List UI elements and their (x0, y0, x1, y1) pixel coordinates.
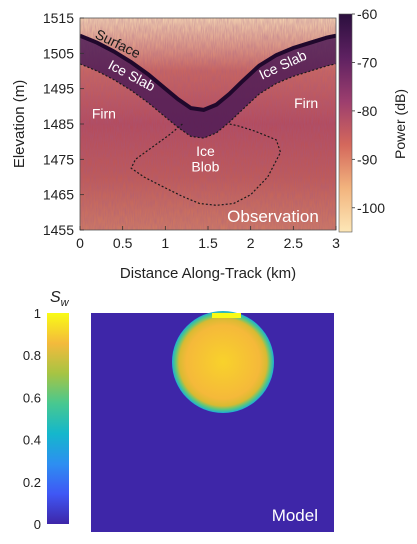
power-colorbar-label: Power (dB) (392, 89, 408, 159)
power-tick-label: -90 (357, 151, 377, 167)
sw-tick-label: 0 (34, 517, 41, 532)
sw-tick-label: 0.2 (23, 475, 41, 490)
y-tick-label: 1465 (43, 187, 74, 203)
sw-tick-label: 0.6 (23, 390, 41, 405)
model-blob (172, 311, 274, 413)
observation-panel-label: Observation (227, 207, 319, 226)
x-tick-label: 1 (161, 235, 169, 251)
sw-colorbar-ticks: 0 0.2 0.4 0.6 0.8 1 (23, 306, 41, 532)
x-tick-label: 0 (76, 235, 84, 251)
sw-tick-label: 0.8 (23, 348, 41, 363)
y-tick-label: 1495 (43, 81, 74, 97)
sw-colorbar (47, 313, 69, 524)
observation-x-axis-label: Distance Along-Track (km) (120, 265, 296, 282)
model-blob-top-notch (212, 313, 241, 318)
y-tick-label: 1505 (43, 45, 74, 61)
annotation-firn: Firn (92, 106, 116, 122)
x-tick-label: 3 (332, 235, 340, 251)
power-tick-label: -80 (357, 103, 377, 119)
x-tick-label: 0.5 (113, 235, 133, 251)
sw-tick-label: 0.4 (23, 433, 41, 448)
power-tick-label: -100 (357, 200, 385, 216)
model-panel: Sw 0 0.2 0.4 0.6 0.8 1 Model (23, 289, 334, 532)
y-tick-label: 1515 (43, 10, 74, 26)
power-tick-label: -60 (357, 6, 377, 22)
sw-colorbar-label: Sw (50, 289, 70, 309)
x-tick-label: 2 (247, 235, 255, 251)
annotation-ice: Ice (196, 143, 215, 159)
observation-y-ticks: 1455 1465 1475 1485 1495 1505 1515 (43, 10, 84, 238)
observation-y-axis-label: Elevation (m) (11, 80, 28, 168)
ice-slab-base-line (80, 63, 336, 139)
power-tick-label: -70 (357, 54, 377, 70)
model-panel-label: Model (272, 506, 318, 525)
ice-blob-outline (130, 123, 282, 206)
power-colorbar (338, 13, 353, 233)
surface-line (80, 33, 336, 112)
ice-slab-band (80, 35, 336, 139)
sw-tick-label: 1 (34, 306, 41, 321)
observation-x-ticks: 0 0.5 1 1.5 2 2.5 3 (76, 226, 340, 251)
annotation-firn: Firn (294, 95, 318, 111)
y-tick-label: 1485 (43, 116, 74, 132)
annotation-blob: Blob (191, 159, 219, 175)
y-tick-label: 1475 (43, 151, 74, 167)
y-tick-label: 1455 (43, 222, 74, 238)
power-colorbar-ticks: -100 -90 -80 -70 -60 (352, 6, 385, 216)
x-tick-label: 2.5 (284, 235, 304, 251)
x-tick-label: 1.5 (198, 235, 218, 251)
